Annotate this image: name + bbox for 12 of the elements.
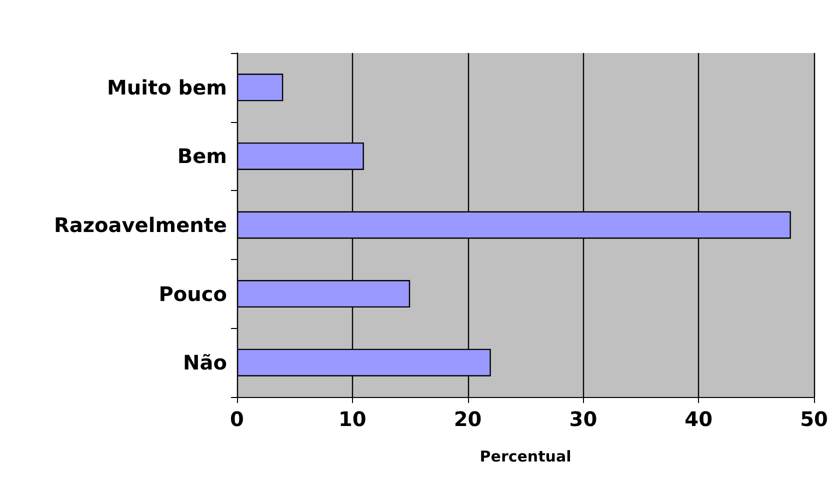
y-tick-label: Muito bem [107,75,227,100]
y-tick-label: Não [183,350,227,375]
x-tick-label: 20 [454,407,482,431]
y-tick-label: Bem [177,144,227,168]
x-tick-label: 10 [338,407,366,431]
x-tick-label: 50 [800,407,828,431]
y-tick-label: Razoavelmente [54,213,227,237]
x-tick-label: 30 [569,407,598,431]
x-axis-title: Percentual [480,448,572,466]
x-tick-label: 40 [684,407,713,431]
y-tick-label: Pouco [158,282,227,306]
x-tick-label: 0 [230,407,244,431]
